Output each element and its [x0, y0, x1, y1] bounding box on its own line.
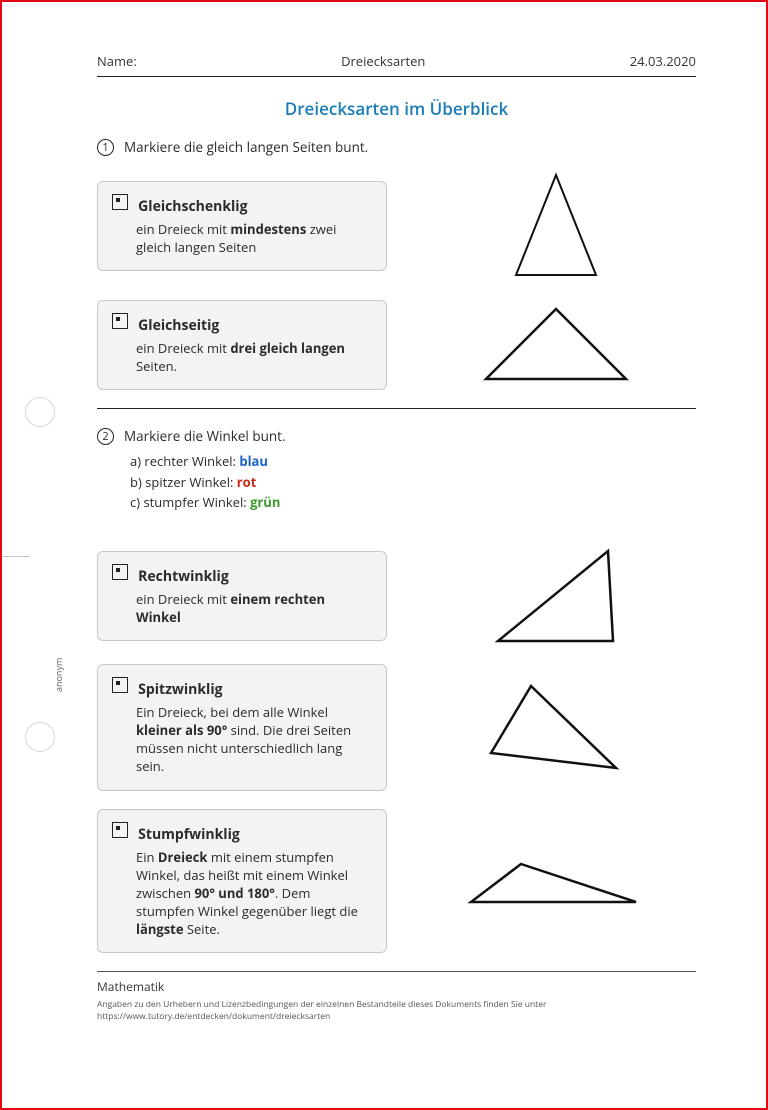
- book-icon: [112, 194, 128, 210]
- triangle-acute: [491, 686, 616, 768]
- figure-right: [415, 546, 696, 646]
- figure-equilateral: [415, 304, 696, 386]
- book-icon: [112, 822, 128, 838]
- book-icon: [112, 313, 128, 329]
- punch-hole: [25, 397, 55, 427]
- task-number-badge: 1: [97, 139, 114, 156]
- figure-obtuse: [415, 852, 696, 910]
- figure-acute: [415, 678, 696, 776]
- book-icon: [112, 564, 128, 580]
- card-text: ein Dreieck mit drei gleich langen Seite…: [136, 339, 372, 375]
- card-obtuse: Stumpfwinklig Ein Dreieck mit einem stum…: [97, 809, 387, 954]
- doc-title: Dreiecksarten: [341, 52, 425, 70]
- card-acute: Spitzwinklig Ein Dreieck, bei dem alle W…: [97, 664, 387, 791]
- task-text: Markiere die gleich langen Seiten bunt.: [124, 138, 696, 156]
- footer-attribution: Angaben zu den Urhebern und Lizenzbeding…: [97, 999, 696, 1021]
- doc-date: 24.03.2020: [630, 52, 696, 70]
- card-title: Rechtwinklig: [138, 567, 229, 586]
- task-number-badge: 2: [97, 428, 114, 445]
- card-text: Ein Dreieck, bei dem alle Winkel kleiner…: [136, 703, 372, 776]
- row-obtuse: Stumpfwinklig Ein Dreieck mit einem stum…: [97, 809, 696, 954]
- fold-mark: [2, 556, 30, 557]
- row-acute: Spitzwinklig Ein Dreieck, bei dem alle W…: [97, 664, 696, 791]
- footer-divider: [97, 971, 696, 972]
- task-1: 1 Markiere die gleich langen Seiten bunt…: [97, 138, 696, 156]
- figure-isosceles: [415, 170, 696, 282]
- section-divider: [97, 408, 696, 409]
- card-text: ein Dreieck mit mindestens zwei gleich l…: [136, 220, 372, 256]
- card-title: Stumpfwinklig: [138, 825, 240, 844]
- book-icon: [112, 677, 128, 693]
- card-text: ein Dreieck mit einem rechten Winkel: [136, 590, 372, 626]
- row-equilateral: Gleichseitig ein Dreieck mit drei gleich…: [97, 300, 696, 390]
- card-right: Rechtwinklig ein Dreieck mit einem recht…: [97, 551, 387, 641]
- card-title: Gleichseitig: [138, 316, 219, 335]
- row-isosceles: Gleichschenklig ein Dreieck mit mindeste…: [97, 170, 696, 282]
- card-text: Ein Dreieck mit einem stumpfen Winkel, d…: [136, 848, 372, 939]
- subitem-a: a) rechter Winkel: blau: [130, 451, 696, 471]
- row-right: Rechtwinklig ein Dreieck mit einem recht…: [97, 546, 696, 646]
- worksheet-page: Name: Dreiecksarten 24.03.2020 Dreiecksa…: [2, 2, 766, 1042]
- subitem-b: b) spitzer Winkel: rot: [130, 472, 696, 492]
- card-isosceles: Gleichschenklig ein Dreieck mit mindeste…: [97, 181, 387, 271]
- card-title: Gleichschenklig: [138, 197, 247, 216]
- card-equilateral: Gleichseitig ein Dreieck mit drei gleich…: [97, 300, 387, 390]
- footer-subject: Mathematik: [97, 978, 696, 995]
- page-title: Dreiecksarten im Überblick: [97, 97, 696, 120]
- triangle-right: [498, 551, 613, 641]
- task-text: Markiere die Winkel bunt.: [124, 427, 696, 445]
- triangle-obtuse: [471, 864, 636, 902]
- triangle-equilateral: [486, 309, 626, 379]
- punch-hole: [25, 722, 55, 752]
- name-label: Name:: [97, 52, 137, 70]
- side-author-label: anonym: [52, 658, 65, 692]
- task-subitems: a) rechter Winkel: blau b) spitzer Winke…: [130, 451, 696, 511]
- card-title: Spitzwinklig: [138, 680, 222, 699]
- task-2: 2 Markiere die Winkel bunt. a) rechter W…: [97, 427, 696, 511]
- document-header: Name: Dreiecksarten 24.03.2020: [97, 52, 696, 77]
- triangle-isosceles: [516, 175, 596, 275]
- subitem-c: c) stumpfer Winkel: grün: [130, 492, 696, 512]
